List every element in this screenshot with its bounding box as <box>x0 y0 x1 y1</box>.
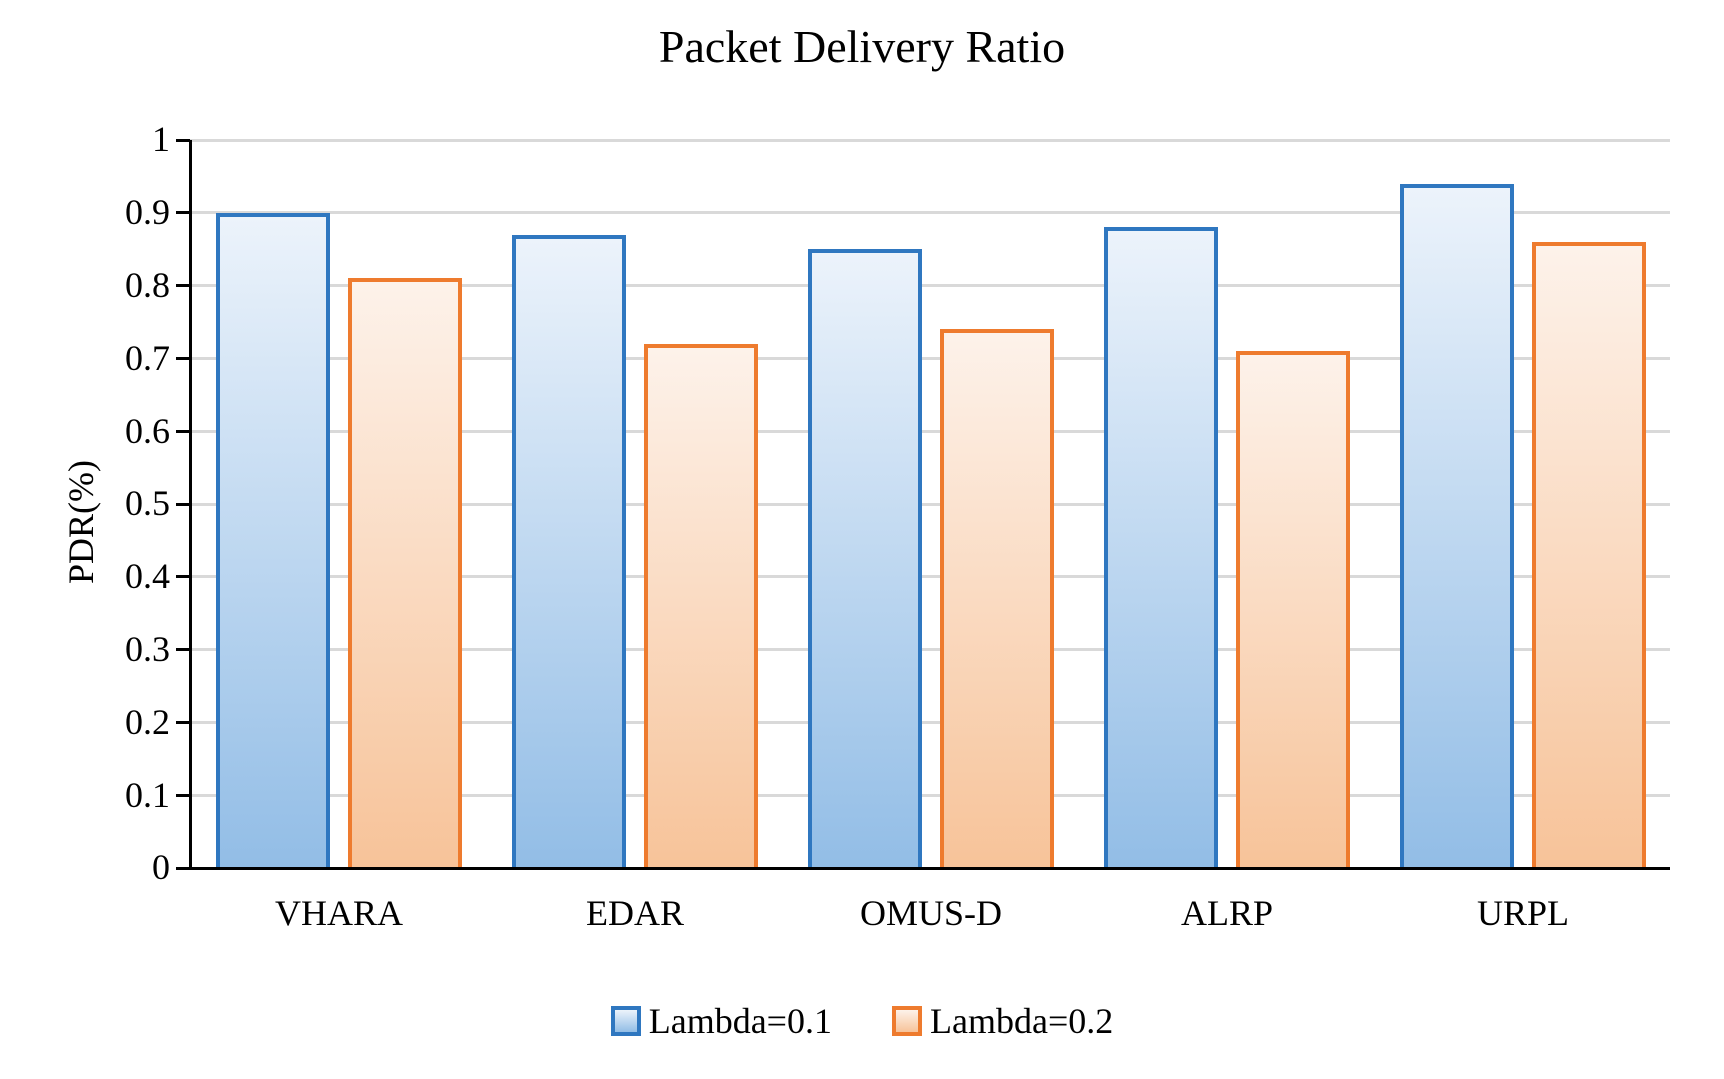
legend-swatch <box>892 1006 922 1036</box>
x-tick-label: EDAR <box>512 892 758 934</box>
legend-swatch <box>611 1006 641 1036</box>
bar <box>1400 184 1514 868</box>
chart-title: Packet Delivery Ratio <box>0 20 1724 73</box>
bar <box>940 329 1054 868</box>
gridline <box>190 139 1670 142</box>
y-tick-label: 0.6 <box>80 410 170 452</box>
legend-label: Lambda=0.2 <box>930 1000 1113 1042</box>
legend-item: Lambda=0.2 <box>892 1000 1113 1042</box>
y-tick-label: 0.2 <box>80 701 170 743</box>
y-axis-line <box>189 140 192 868</box>
bar <box>512 235 626 868</box>
y-tick-label: 0 <box>80 846 170 888</box>
x-tick-label: URPL <box>1400 892 1646 934</box>
plot-area <box>190 140 1670 868</box>
y-tick-label: 0.3 <box>80 628 170 670</box>
x-axis-line <box>190 867 1670 870</box>
y-tick-label: 0.7 <box>80 337 170 379</box>
legend: Lambda=0.1 Lambda=0.2 <box>0 1000 1724 1042</box>
legend-label: Lambda=0.1 <box>649 1000 832 1042</box>
x-tick-label: VHARA <box>216 892 462 934</box>
bar <box>808 249 922 868</box>
chart-container: Packet Delivery Ratio PDR(%) Lambda=0.1L… <box>0 0 1724 1079</box>
y-tick-label: 0.5 <box>80 482 170 524</box>
y-tick-label: 0.9 <box>80 191 170 233</box>
bar <box>348 278 462 868</box>
bar <box>644 344 758 868</box>
x-tick-label: ALRP <box>1104 892 1350 934</box>
x-tick-label: OMUS-D <box>808 892 1054 934</box>
bar <box>1236 351 1350 868</box>
y-tick-label: 0.1 <box>80 774 170 816</box>
y-tick-label: 1 <box>80 118 170 160</box>
y-tick-label: 0.8 <box>80 264 170 306</box>
bar <box>1104 227 1218 868</box>
legend-item: Lambda=0.1 <box>611 1000 832 1042</box>
bar <box>216 213 330 868</box>
y-tick-label: 0.4 <box>80 555 170 597</box>
bar <box>1532 242 1646 868</box>
